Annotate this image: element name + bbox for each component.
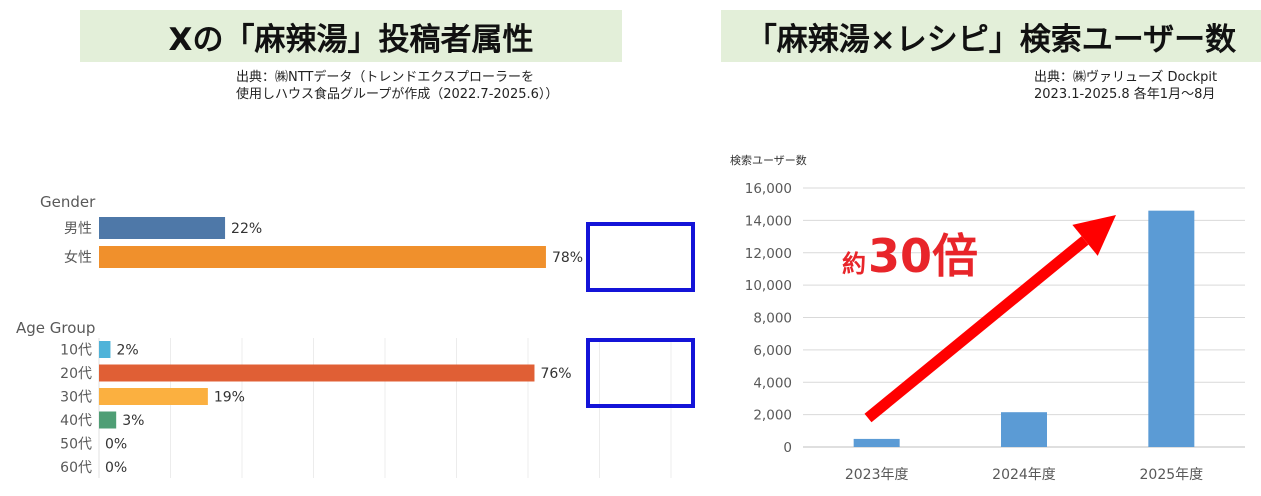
right-source-line: 2023.1-2025.8 各年1月〜8月 <box>1034 87 1216 102</box>
bar <box>99 364 535 382</box>
left-title-box: Xの「麻辣湯」投稿者属性 <box>80 10 622 62</box>
left-demographics-chart: Gender 男性 22% 女性 78% Age Group 10代 2% 20代 76% 3… <box>16 193 695 478</box>
growth-annotation-prefix: 約 <box>842 250 866 278</box>
bar <box>99 388 208 405</box>
y-tick-label: 0 <box>783 440 792 456</box>
bar <box>99 246 546 268</box>
category-label: 30代 <box>60 390 92 406</box>
x-tick-labels: 2023年度 2024年度 2025年度 <box>845 467 1203 483</box>
value-label: 19% <box>214 390 245 406</box>
arrow-shaft <box>864 236 1089 423</box>
left-source-line: 使用しハウス食品グループが作成（2022.7-2025.6）） <box>236 87 559 102</box>
right-search-users-chart: 検索ユーザー数 0 2,000 4,000 6,000 8,000 10,000 12,00… <box>730 153 1245 483</box>
category-label: 50代 <box>60 437 92 453</box>
category-label: 男性 <box>64 221 92 237</box>
growth-annotation-main: 30倍 <box>868 229 978 283</box>
left-source-line: 出典：㈱NTTデータ（トレンドエクスプローラーを <box>236 70 534 85</box>
growth-arrow <box>864 215 1116 423</box>
age-bars: 10代 2% 20代 76% 30代 19% 40代 3% 50代 0% 60代 0% <box>60 341 572 476</box>
y-tick-label: 14,000 <box>745 213 792 229</box>
value-label: 22% <box>231 221 262 237</box>
left-gridlines <box>98 338 672 478</box>
value-label: 2% <box>116 343 138 359</box>
y-tick-labels: 0 2,000 4,000 6,000 8,000 10,000 12,000 14,000 1… <box>745 181 792 456</box>
bar <box>99 217 226 239</box>
value-label: 0% <box>105 460 127 476</box>
right-source-line: 出典：㈱ヴァリューズ Dockpit <box>1034 70 1218 85</box>
category-label: 20代 <box>60 366 92 382</box>
left-source-note: 出典：㈱NTTデータ（トレンドエクスプローラーを 使用しハウス食品グループが作成… <box>236 69 558 103</box>
y-tick-label: 4,000 <box>753 375 792 391</box>
bars <box>853 210 1195 447</box>
bar <box>1001 412 1047 447</box>
y-tick-label: 2,000 <box>753 408 792 424</box>
gender-bars: 男性 22% 女性 78% <box>64 217 583 268</box>
x-tick-label: 2023年度 <box>845 467 909 483</box>
arrow-head <box>1072 215 1116 256</box>
growth-annotation: 約30倍 <box>842 229 978 283</box>
right-source-note: 出典：㈱ヴァリューズ Dockpit 2023.1-2025.8 各年1月〜8月 <box>1034 69 1217 103</box>
highlight-box <box>586 338 695 408</box>
value-label: 78% <box>552 250 583 266</box>
category-label: 10代 <box>60 343 92 359</box>
right-title: 「麻辣湯×レシピ」検索ユーザー数 <box>745 21 1237 58</box>
y-tick-label: 8,000 <box>753 311 792 327</box>
value-label: 3% <box>122 413 144 429</box>
bar <box>99 341 111 358</box>
bar <box>853 438 900 447</box>
right-title-box: 「麻辣湯×レシピ」検索ユーザー数 <box>721 10 1261 62</box>
category-label: 女性 <box>64 249 92 266</box>
value-label: 76% <box>540 366 571 382</box>
highlight-boxes <box>586 222 695 408</box>
y-tick-label: 10,000 <box>745 278 792 294</box>
category-label: 60代 <box>60 460 92 476</box>
y-tick-label: 6,000 <box>753 343 792 359</box>
y-axis-label: 検索ユーザー数 <box>730 153 807 167</box>
age-section-title: Age Group <box>16 319 95 337</box>
bar <box>99 411 117 429</box>
gender-section-title: Gender <box>40 193 96 211</box>
x-tick-label: 2024年度 <box>992 467 1056 483</box>
x-tick-label: 2025年度 <box>1140 467 1204 483</box>
highlight-box <box>586 222 695 292</box>
y-tick-label: 12,000 <box>745 246 792 262</box>
y-tick-label: 16,000 <box>745 181 792 197</box>
left-title: Xの「麻辣湯」投稿者属性 <box>168 21 534 58</box>
bar <box>1148 210 1195 447</box>
category-label: 40代 <box>60 413 92 429</box>
value-label: 0% <box>105 437 127 453</box>
